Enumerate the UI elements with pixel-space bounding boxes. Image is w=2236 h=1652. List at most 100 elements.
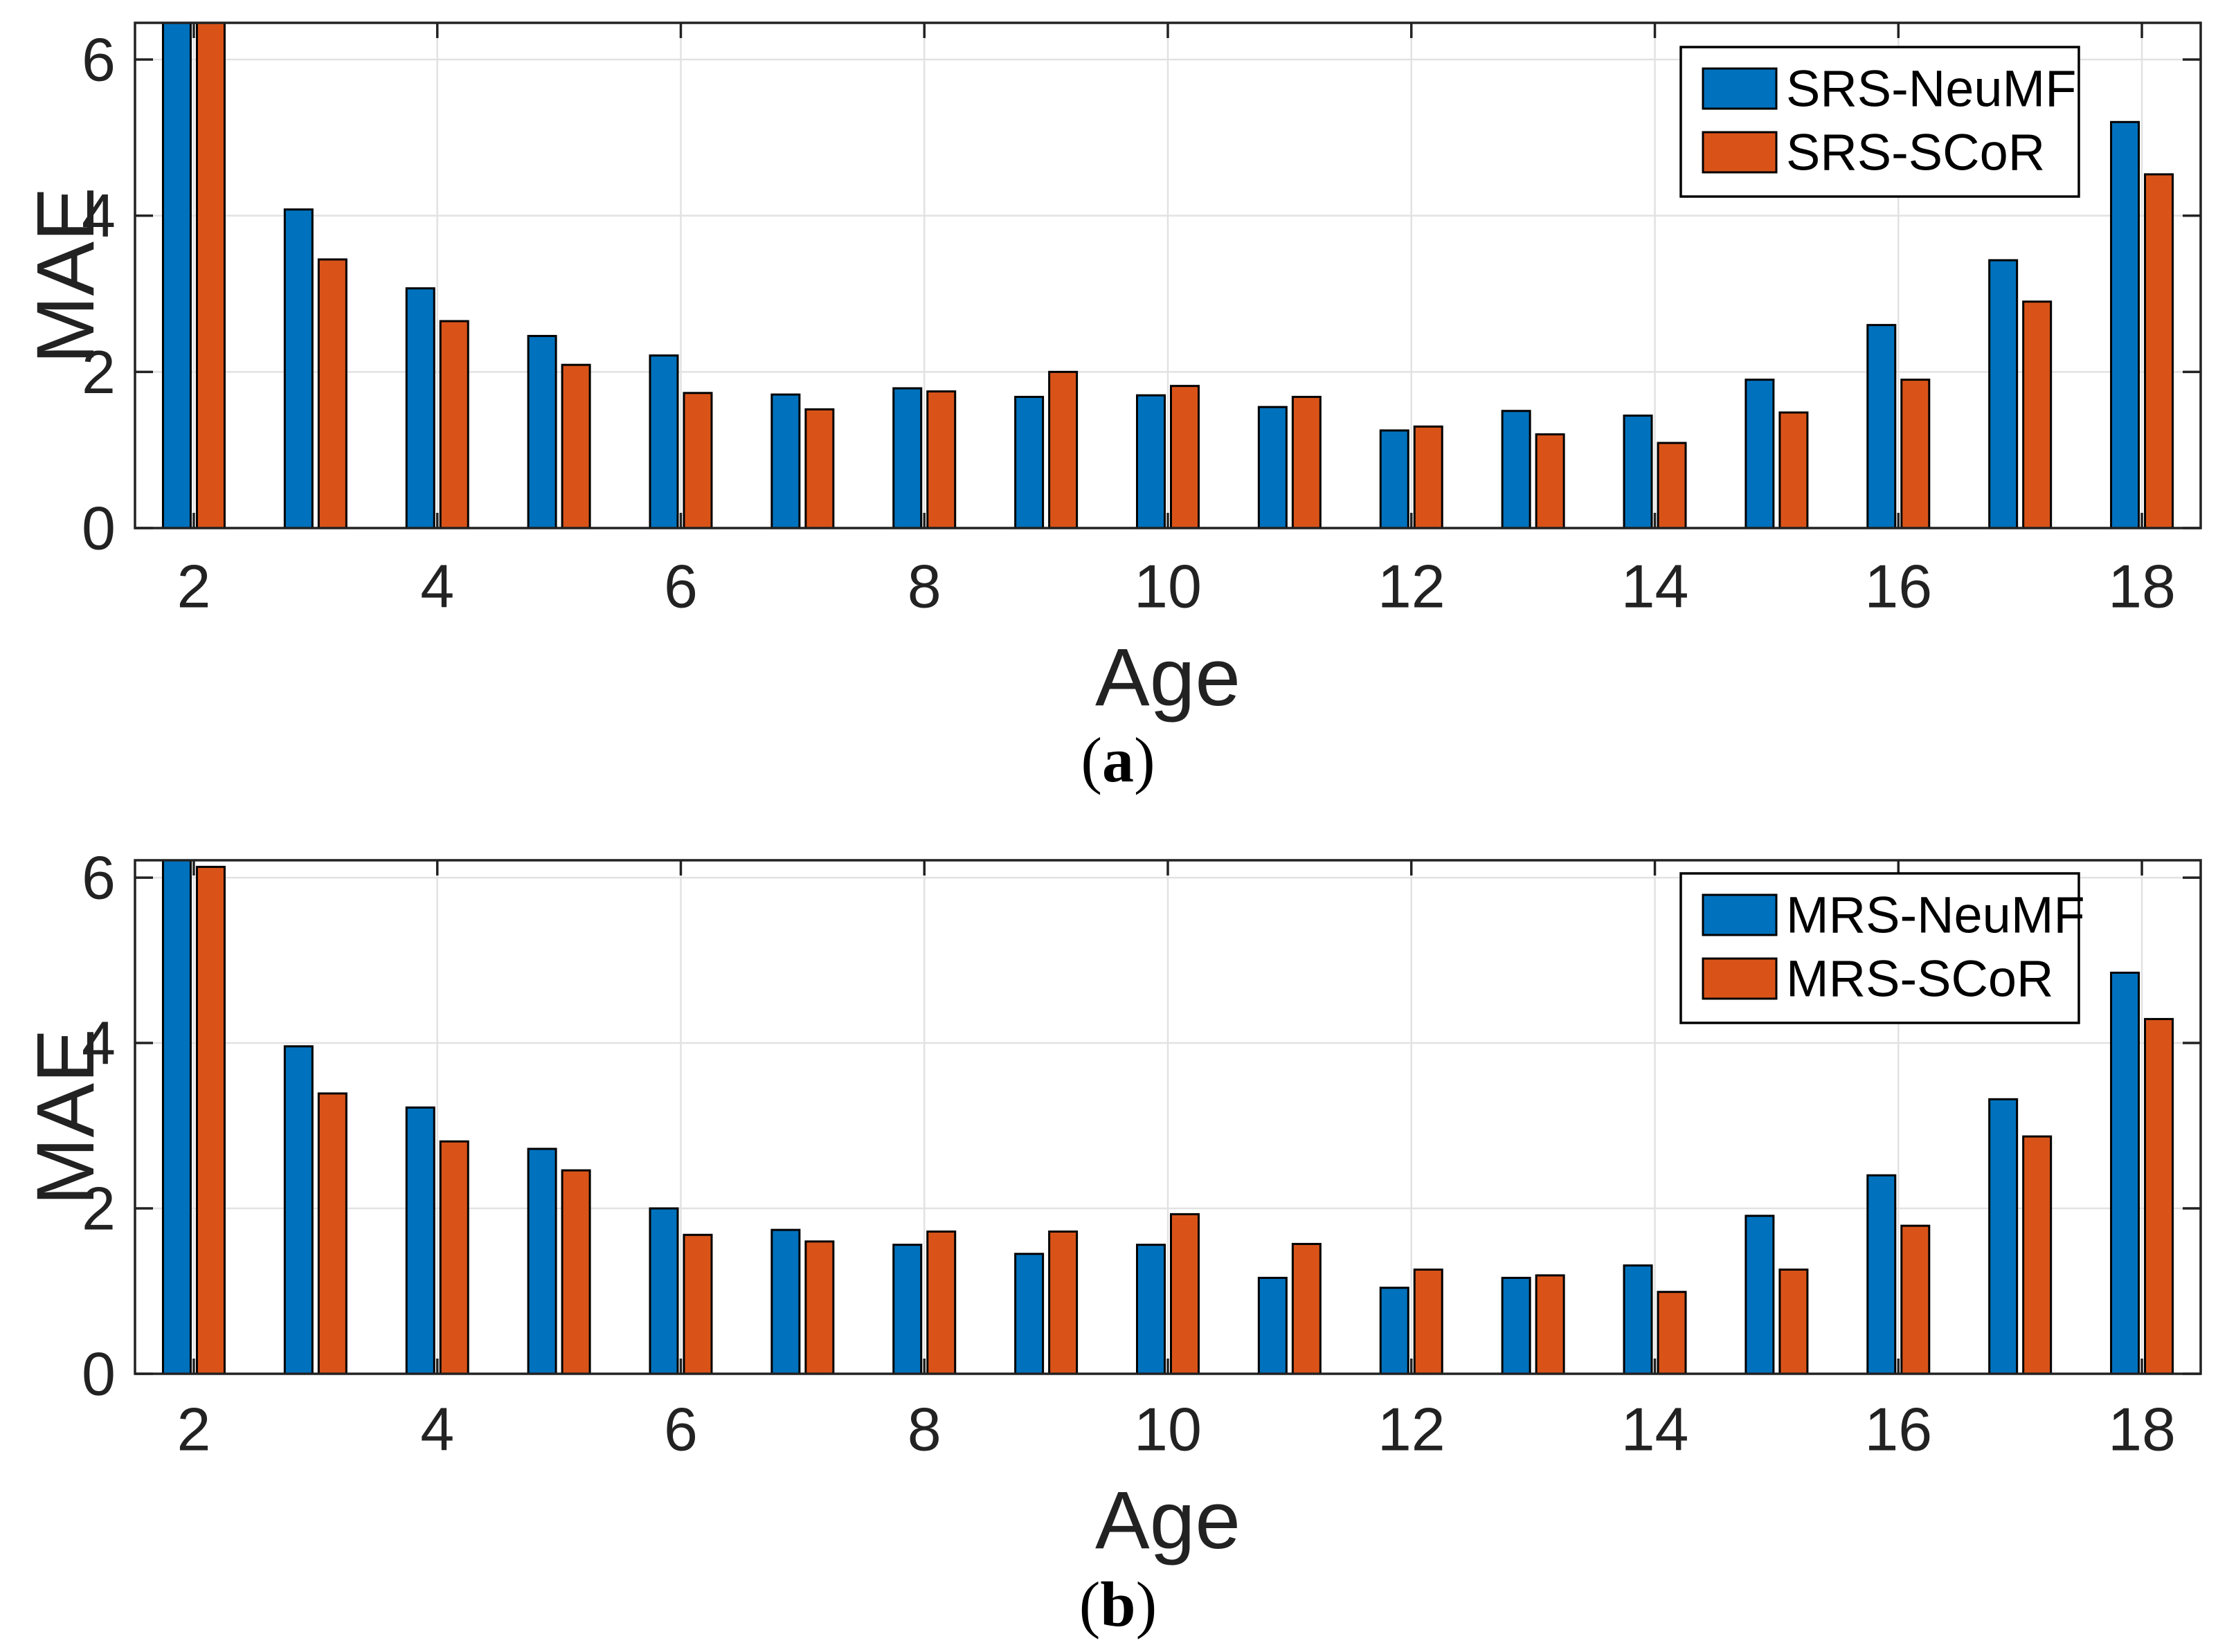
gridlines-a: [135, 23, 2201, 528]
bar-mrs-scor-age-10: [1170, 1213, 1200, 1374]
bar-mrs-scor-age-4: [439, 1140, 469, 1374]
bar-srs-scor-age-10: [1170, 385, 1200, 528]
bar-mrs-scor-age-18: [2144, 1017, 2174, 1374]
x-tick-label-14: 14: [1621, 552, 1689, 621]
y-axis-label-b: MAE: [20, 1028, 111, 1206]
legend-a: SRS-NeuMF SRS-SCoR: [1679, 46, 2080, 198]
x-tick-label-6: 6: [664, 552, 698, 621]
bar-srs-neumf-age-11: [1257, 406, 1288, 528]
bar-srs-scor-age-18: [2144, 173, 2174, 528]
y-tick-label-4: 4: [82, 1009, 116, 1078]
plot-border-a: [134, 21, 2202, 529]
bar-srs-scor-age-3: [317, 258, 348, 528]
bar-srs-scor-age-13: [1535, 433, 1565, 528]
y-tick-label-6: 6: [82, 26, 116, 94]
bar-mrs-neumf-age-10: [1136, 1244, 1166, 1374]
bar-mrs-neumf-age-2: [161, 860, 192, 1374]
legend-swatch-mrs-scor: [1702, 957, 1778, 1000]
bar-mrs-scor-age-13: [1535, 1274, 1565, 1374]
x-axis-label-b: Age: [1095, 1475, 1241, 1566]
bar-srs-scor-age-15: [1778, 411, 1809, 528]
legend-label-srs-neumf: SRS-NeuMF: [1786, 60, 2076, 118]
x-tick-label-8: 8: [908, 1395, 941, 1464]
bar-mrs-scor-age-16: [1900, 1224, 1931, 1374]
bar-srs-neumf-age-16: [1866, 324, 1897, 528]
x-tick-label-18: 18: [2108, 552, 2176, 621]
bar-mrs-neumf-age-8: [892, 1244, 923, 1374]
bar-srs-neumf-age-18: [2110, 120, 2140, 528]
bar-srs-neumf-age-14: [1623, 415, 1653, 528]
bar-srs-scor-age-7: [804, 408, 835, 528]
caption-letter: b: [1100, 1569, 1135, 1640]
y-tick-label-4: 4: [82, 181, 116, 250]
bar-srs-neumf-age-10: [1136, 394, 1166, 528]
y-axis-label-a: MAE: [20, 187, 111, 364]
bar-srs-scor-age-4: [439, 320, 469, 528]
bars-a: [161, 23, 2174, 528]
subfigure-caption-a: (a): [1081, 725, 1155, 795]
bar-srs-scor-age-16: [1900, 379, 1931, 528]
x-tick-label-2: 2: [177, 1395, 210, 1464]
y-tick-label-0: 0: [82, 1340, 116, 1408]
bar-mrs-neumf-age-6: [649, 1207, 679, 1374]
axis-ticks-b: [135, 860, 2201, 1375]
bar-mrs-scor-age-15: [1778, 1268, 1809, 1374]
legend-b: MRS-NeuMF MRS-SCoR: [1679, 872, 2085, 1024]
bar-srs-neumf-age-2: [161, 23, 192, 528]
x-tick-label-6: 6: [664, 1395, 698, 1464]
bar-srs-neumf-age-7: [770, 393, 801, 528]
x-tick-label-14: 14: [1621, 1395, 1689, 1464]
bar-mrs-neumf-age-18: [2110, 971, 2140, 1374]
bar-mrs-scor-age-9: [1048, 1230, 1079, 1374]
bar-mrs-neumf-age-16: [1866, 1174, 1897, 1374]
legend-swatch-srs-neumf: [1702, 67, 1778, 110]
bar-srs-neumf-age-12: [1379, 429, 1409, 528]
legend-swatch-srs-scor: [1702, 131, 1778, 174]
bar-srs-scor-age-12: [1413, 425, 1443, 528]
bar-mrs-neumf-age-15: [1744, 1215, 1775, 1374]
bar-srs-scor-age-6: [683, 392, 713, 528]
bar-srs-neumf-age-4: [405, 287, 435, 528]
subfigure-caption-b: (b): [1079, 1569, 1157, 1640]
x-tick-label-4: 4: [420, 552, 454, 621]
legend-label-mrs-scor: MRS-SCoR: [1786, 950, 2053, 1008]
bar-mrs-neumf-age-3: [283, 1045, 314, 1374]
x-tick-label-12: 12: [1378, 552, 1445, 621]
x-axis-label-a: Age: [1095, 632, 1241, 723]
bar-mrs-scor-age-8: [926, 1230, 957, 1374]
bar-mrs-scor-age-14: [1657, 1291, 1687, 1374]
bar-srs-scor-age-17: [2022, 300, 2053, 528]
y-tick-label-6: 6: [82, 844, 116, 912]
bar-srs-neumf-age-9: [1014, 395, 1045, 528]
bar-mrs-neumf-age-11: [1257, 1276, 1288, 1374]
bar-mrs-neumf-age-7: [770, 1228, 801, 1374]
y-tick-label-0: 0: [82, 494, 116, 563]
x-tick-label-10: 10: [1134, 1395, 1202, 1464]
bar-srs-scor-age-14: [1657, 442, 1687, 528]
legend-swatch-mrs-neumf: [1702, 893, 1778, 936]
bar-mrs-scor-age-5: [561, 1169, 591, 1374]
bar-mrs-neumf-age-4: [405, 1106, 435, 1374]
bar-srs-neumf-age-13: [1501, 410, 1531, 528]
bar-srs-neumf-age-6: [649, 354, 679, 528]
bar-srs-neumf-age-8: [892, 387, 923, 528]
y-tick-label-2: 2: [82, 1174, 116, 1243]
bar-mrs-neumf-age-9: [1014, 1253, 1045, 1374]
x-tick-label-8: 8: [908, 552, 941, 621]
x-tick-label-4: 4: [420, 1395, 454, 1464]
bar-mrs-scor-age-12: [1413, 1268, 1443, 1374]
bar-srs-neumf-age-5: [527, 334, 557, 528]
bar-srs-scor-age-5: [561, 363, 591, 528]
bar-srs-neumf-age-3: [283, 208, 314, 528]
caption-letter: a: [1102, 725, 1134, 795]
x-tick-label-18: 18: [2108, 1395, 2176, 1464]
bar-mrs-neumf-age-14: [1623, 1264, 1653, 1374]
bar-mrs-neumf-age-12: [1379, 1287, 1409, 1374]
bar-srs-scor-age-11: [1291, 395, 1322, 528]
bar-mrs-neumf-age-5: [527, 1147, 557, 1374]
bar-mrs-scor-age-3: [317, 1092, 348, 1374]
